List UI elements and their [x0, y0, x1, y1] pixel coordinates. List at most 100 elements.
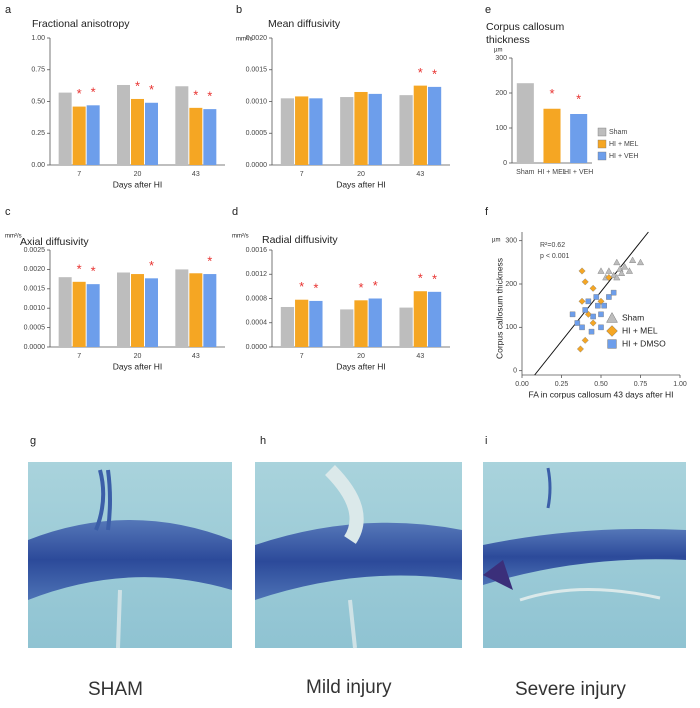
- y-tick-label: 0.0020: [246, 35, 268, 42]
- bar: [413, 85, 427, 165]
- y-tick-label: 0.0005: [246, 130, 268, 137]
- x-tick-label: 0.75: [634, 381, 648, 388]
- significance-star: *: [91, 264, 96, 279]
- legend-marker: [607, 339, 617, 349]
- y-tick-label: 0.0016: [246, 247, 268, 254]
- point: [625, 267, 633, 274]
- bar: [340, 97, 354, 165]
- significance-star: *: [549, 86, 554, 101]
- bar: [427, 86, 442, 165]
- x-tick-label: 20: [134, 353, 142, 360]
- y-tick-label: 0.0000: [246, 344, 268, 351]
- significance-star: *: [418, 271, 423, 286]
- x-tick-label: 43: [192, 353, 200, 360]
- legend-label: HI + MEL: [609, 141, 638, 148]
- panel-letter: e: [485, 4, 491, 16]
- bar: [117, 84, 130, 165]
- x-tick-label: 7: [300, 353, 304, 360]
- point: [593, 294, 600, 300]
- point: [589, 284, 597, 292]
- legend-label: Sham: [622, 312, 644, 322]
- legend-label: HI + VEH: [609, 153, 638, 160]
- significance-star: *: [432, 66, 437, 81]
- point: [613, 273, 621, 281]
- bar: [58, 277, 72, 347]
- bar: [86, 284, 100, 347]
- x-tick-label: HI + MEL: [537, 169, 566, 176]
- significance-star: *: [373, 278, 378, 293]
- significance-star: *: [77, 261, 82, 276]
- annotation: p < 0.001: [540, 253, 569, 260]
- y-tick-label: 0.25: [31, 130, 45, 137]
- x-tick-label: 0.50: [594, 381, 608, 388]
- point: [581, 278, 589, 286]
- x-tick-label: 7: [300, 171, 304, 178]
- image-caption: Severe injury: [515, 679, 626, 700]
- point: [597, 267, 605, 274]
- chart-title: Corpus callosum: [486, 21, 564, 33]
- unit-label: mm²/s: [236, 37, 253, 43]
- bar: [280, 306, 295, 347]
- panel-letter: h: [260, 435, 266, 447]
- point: [581, 336, 589, 344]
- bar: [131, 98, 144, 165]
- bar: [413, 291, 427, 347]
- bar: [175, 86, 189, 165]
- point: [595, 302, 601, 309]
- panel-letter: g: [30, 435, 36, 447]
- y-tick-label: 300: [505, 238, 517, 245]
- y-tick-label: 0.0015: [24, 286, 46, 293]
- panel-letter: i: [485, 435, 487, 447]
- significance-star: *: [135, 78, 140, 93]
- point: [629, 256, 637, 263]
- point: [610, 271, 618, 279]
- unit-label: mm²/s: [5, 234, 22, 240]
- bar: [117, 272, 130, 347]
- y-tick-label: 0.75: [31, 67, 45, 74]
- y-axis-label: Corpus callosum thickness: [494, 258, 504, 359]
- point: [578, 297, 586, 305]
- unit-label: mm²/s: [232, 234, 249, 240]
- point: [601, 302, 607, 309]
- bar: [72, 281, 86, 347]
- bar: [203, 274, 217, 347]
- panel-letter: a: [5, 4, 12, 16]
- y-tick-label: 0.0010: [24, 305, 46, 312]
- x-axis-label: Days after HI: [113, 361, 163, 371]
- legend-label: HI + DMSO: [622, 338, 666, 348]
- x-tick-label: 0.00: [515, 381, 529, 388]
- point: [605, 267, 613, 274]
- legend-label: Sham: [609, 129, 627, 136]
- point: [605, 274, 613, 281]
- point: [621, 263, 629, 270]
- significance-star: *: [418, 65, 423, 80]
- point: [582, 307, 588, 313]
- panel-letter: c: [5, 206, 11, 218]
- x-tick-label: 43: [192, 171, 200, 178]
- micrograph-h: [255, 462, 462, 649]
- annotation: R²=0.62: [540, 242, 565, 249]
- micrograph-g: [28, 462, 232, 649]
- bar: [145, 278, 158, 347]
- significance-star: *: [313, 280, 318, 295]
- y-tick-label: 100: [495, 125, 507, 132]
- x-axis-label: Days after HI: [336, 179, 386, 189]
- y-tick-label: 0.0020: [24, 266, 46, 273]
- bar: [309, 98, 323, 165]
- bar: [280, 98, 295, 165]
- point: [613, 258, 621, 266]
- point: [579, 324, 585, 331]
- bar: [295, 96, 309, 165]
- bar: [189, 107, 203, 165]
- bar: [368, 93, 382, 165]
- y-tick-label: 0.0000: [246, 162, 268, 169]
- chart-title: Fractional anisotropy: [32, 18, 130, 30]
- x-tick-label: 1.00: [673, 381, 687, 388]
- point: [636, 258, 645, 266]
- y-tick-label: 0.50: [31, 98, 45, 105]
- bar: [516, 83, 534, 163]
- x-tick-label: 43: [416, 171, 424, 178]
- point: [610, 289, 617, 296]
- x-tick-label: 20: [357, 353, 365, 360]
- significance-star: *: [193, 87, 198, 102]
